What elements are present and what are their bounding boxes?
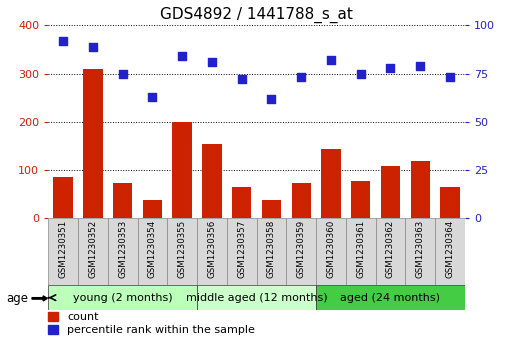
- Text: GSM1230357: GSM1230357: [237, 220, 246, 278]
- Title: GDS4892 / 1441788_s_at: GDS4892 / 1441788_s_at: [160, 7, 353, 23]
- FancyBboxPatch shape: [316, 285, 465, 310]
- Point: [59, 38, 67, 44]
- FancyBboxPatch shape: [287, 218, 316, 285]
- Point: [89, 44, 97, 49]
- Bar: [113, 183, 132, 218]
- FancyBboxPatch shape: [346, 218, 375, 285]
- Point: [327, 57, 335, 63]
- Text: GSM1230352: GSM1230352: [88, 220, 98, 278]
- Bar: [440, 188, 460, 218]
- Point: [267, 95, 275, 101]
- Point: [118, 70, 126, 76]
- Point: [178, 53, 186, 59]
- Text: GSM1230363: GSM1230363: [416, 220, 425, 278]
- FancyBboxPatch shape: [78, 218, 108, 285]
- Text: GSM1230358: GSM1230358: [267, 220, 276, 278]
- FancyBboxPatch shape: [138, 218, 167, 285]
- FancyBboxPatch shape: [48, 285, 197, 310]
- Point: [416, 63, 424, 69]
- Text: GSM1230364: GSM1230364: [446, 220, 455, 278]
- Bar: [202, 144, 221, 218]
- FancyBboxPatch shape: [405, 218, 435, 285]
- Text: GSM1230355: GSM1230355: [178, 220, 186, 278]
- Bar: [321, 149, 340, 218]
- Text: aged (24 months): aged (24 months): [340, 293, 440, 303]
- Point: [238, 76, 246, 82]
- Point: [446, 74, 454, 80]
- Text: GSM1230360: GSM1230360: [327, 220, 335, 278]
- Bar: [53, 177, 73, 218]
- FancyBboxPatch shape: [197, 285, 316, 310]
- Point: [148, 94, 156, 99]
- Bar: [83, 69, 103, 218]
- FancyBboxPatch shape: [257, 218, 287, 285]
- Bar: [381, 166, 400, 218]
- FancyBboxPatch shape: [316, 218, 346, 285]
- Bar: [232, 187, 251, 218]
- FancyBboxPatch shape: [227, 218, 257, 285]
- Bar: [351, 181, 370, 218]
- FancyBboxPatch shape: [197, 218, 227, 285]
- Text: GSM1230359: GSM1230359: [297, 220, 306, 278]
- Point: [387, 65, 395, 71]
- Text: GSM1230353: GSM1230353: [118, 220, 127, 278]
- Point: [297, 74, 305, 80]
- Text: young (2 months): young (2 months): [73, 293, 172, 303]
- FancyBboxPatch shape: [48, 218, 78, 285]
- Text: GSM1230362: GSM1230362: [386, 220, 395, 278]
- Bar: [262, 200, 281, 218]
- FancyBboxPatch shape: [375, 218, 405, 285]
- Point: [208, 59, 216, 65]
- Bar: [410, 161, 430, 218]
- Bar: [292, 183, 311, 218]
- Text: middle aged (12 months): middle aged (12 months): [186, 293, 327, 303]
- Text: GSM1230354: GSM1230354: [148, 220, 157, 278]
- Bar: [143, 200, 162, 218]
- Text: age: age: [6, 292, 28, 305]
- Point: [357, 70, 365, 76]
- Text: GSM1230356: GSM1230356: [207, 220, 216, 278]
- Text: GSM1230351: GSM1230351: [58, 220, 68, 278]
- Legend: count, percentile rank within the sample: count, percentile rank within the sample: [48, 312, 255, 335]
- Text: GSM1230361: GSM1230361: [356, 220, 365, 278]
- FancyBboxPatch shape: [435, 218, 465, 285]
- FancyBboxPatch shape: [108, 218, 138, 285]
- Bar: [173, 122, 192, 218]
- FancyBboxPatch shape: [167, 218, 197, 285]
